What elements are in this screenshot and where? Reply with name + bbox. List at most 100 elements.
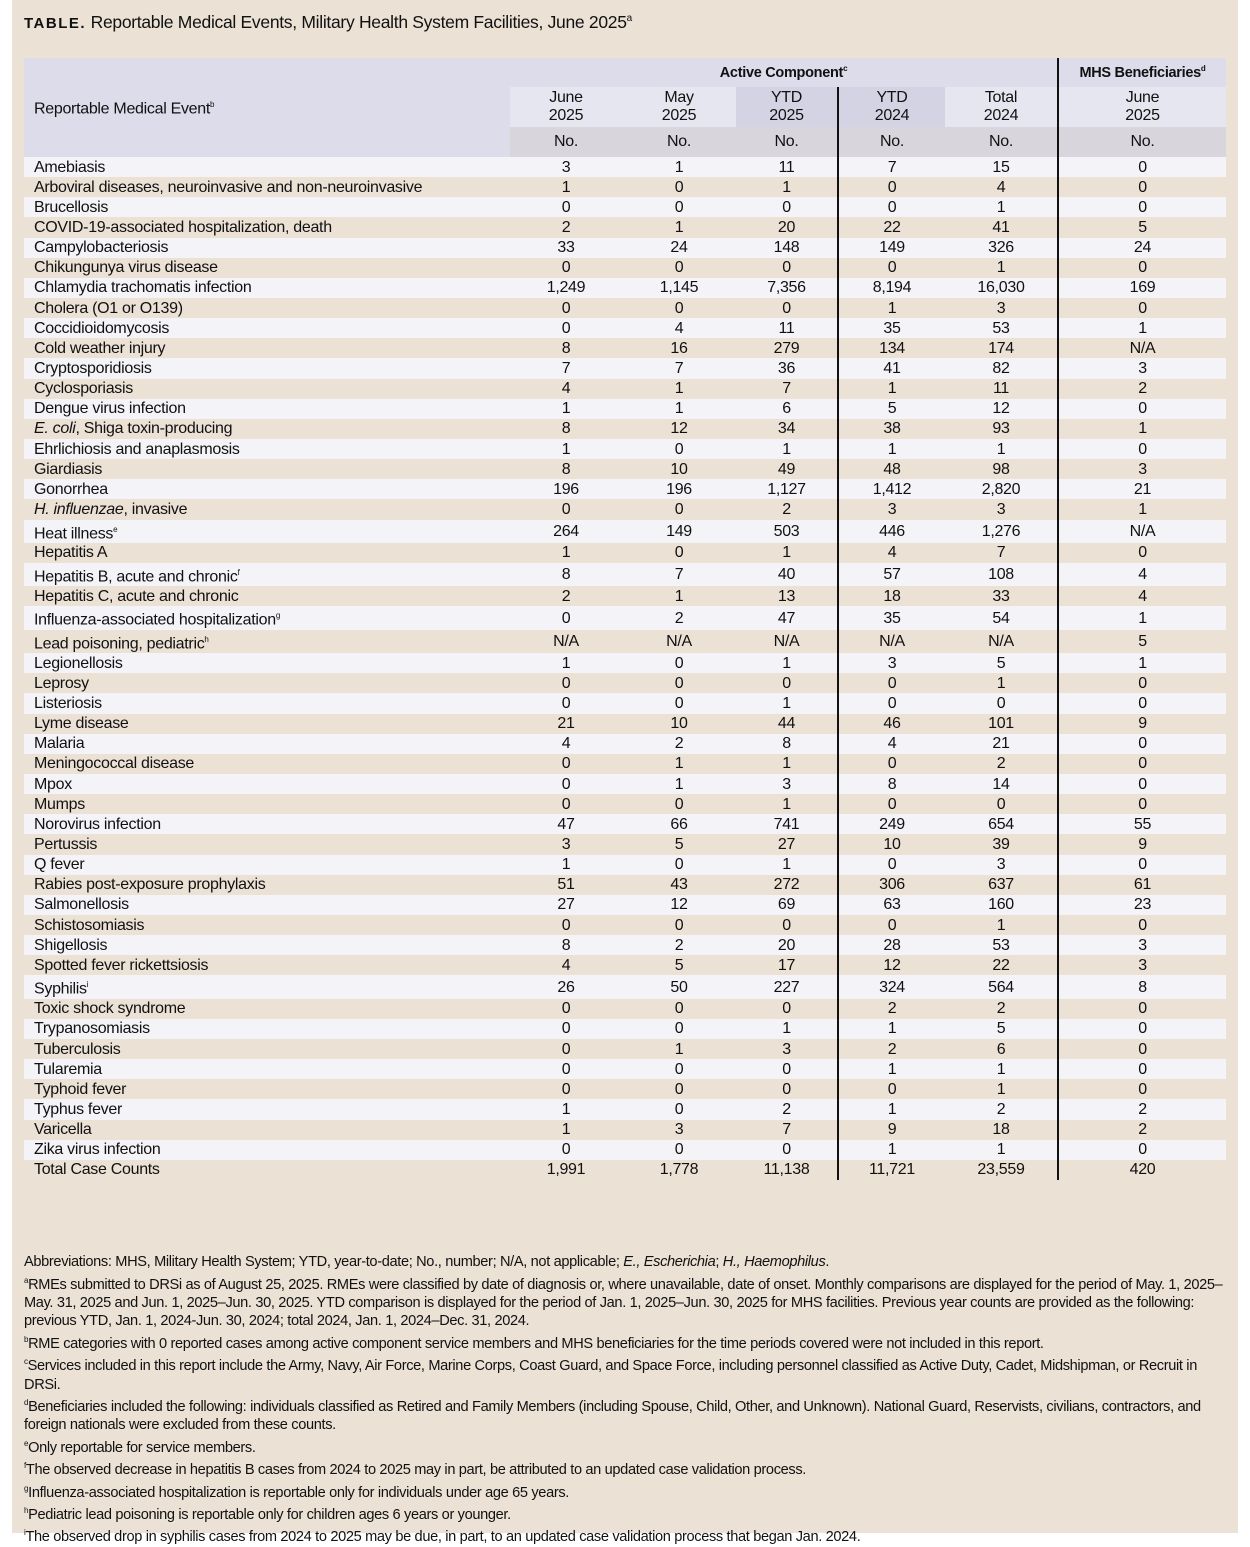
count-cell: 55: [1057, 814, 1226, 835]
count-cell: 196: [510, 479, 622, 500]
col-may-2025: May 2025: [622, 87, 736, 127]
table-row: Cholera (O1 or O139) 0 0 0 1 3 0: [24, 297, 1226, 319]
count-cell: 20: [736, 217, 838, 238]
table-row: Spotted fever rickettsiosis 4 5 17 12 22 3: [24, 955, 1226, 976]
unit-row: No. No. No. No. No. No.: [24, 127, 1226, 157]
count-cell: 9: [1057, 713, 1226, 734]
count-cell: 22: [945, 955, 1058, 976]
document-page: TABLE. Reportable Medical Events, Milita…: [12, 0, 1238, 1545]
count-cell: 0: [622, 197, 736, 218]
event-name: Cryptosporidiosis: [24, 358, 510, 379]
footnote-ref: f: [237, 568, 240, 577]
table-row: Q fever 1 0 1 0 3 0: [24, 854, 1226, 875]
count-cell: 39: [945, 834, 1058, 855]
count-cell: 38: [837, 418, 945, 439]
table-row: Heat illnesse 264 149 503 446 1,276 N/A: [24, 519, 1226, 543]
count-cell: 0: [510, 1059, 622, 1080]
count-cell: 1: [945, 1059, 1058, 1080]
count-cell: 47: [736, 606, 838, 630]
count-cell: 1: [945, 197, 1058, 218]
event-name: Heat illnesse: [24, 519, 510, 543]
count-cell: 12: [945, 398, 1058, 419]
table-row: Tuberculosis 0 1 3 2 6 0: [24, 1038, 1226, 1060]
count-cell: 0: [510, 753, 622, 774]
count-cell: 0: [510, 794, 622, 815]
event-name: Typhoid fever: [24, 1079, 510, 1100]
count-cell: 2: [622, 606, 736, 630]
column-header-row: Reportable Medical Eventb June 2025 May 20…: [24, 87, 1226, 127]
count-cell: 0: [1057, 1018, 1226, 1039]
count-cell: 0: [622, 257, 736, 278]
count-cell: 8: [510, 418, 622, 439]
count-cell: 1: [622, 753, 736, 774]
footnote: bRME categories with 0 reported cases am…: [24, 1334, 1044, 1352]
col-mhs-june-2025: June 2025: [1057, 87, 1226, 127]
count-cell: 0: [510, 998, 622, 1019]
count-cell: 0: [1057, 438, 1226, 460]
count-cell: 41: [837, 358, 945, 379]
count-cell: 4: [510, 955, 622, 976]
count-cell: 0: [837, 914, 945, 936]
count-cell: 0: [1057, 794, 1226, 815]
table-row: H. influenzae, invasive 0 0 2 3 3 1: [24, 499, 1226, 520]
count-cell: 0: [622, 1079, 736, 1100]
event-name: Toxic shock syndrome: [24, 998, 510, 1019]
table-row: Toxic shock syndrome 0 0 0 2 2 0: [24, 998, 1226, 1019]
footnotes: Abbreviations: MHS, Military Health Syst…: [24, 1253, 1229, 1547]
count-cell: 48: [837, 459, 945, 480]
count-cell: 1,778: [622, 1159, 736, 1180]
count-cell: 0: [622, 177, 736, 198]
count-cell: 0: [622, 854, 736, 875]
footnote-marker: h: [24, 1506, 29, 1516]
count-cell: 148: [736, 237, 838, 258]
count-cell: 1: [736, 177, 838, 198]
count-cell: 0: [1057, 733, 1226, 754]
count-cell: 1: [1057, 499, 1226, 520]
footnote: Abbreviations: MHS, Military Health Syst…: [24, 1254, 830, 1270]
count-cell: 0: [837, 673, 945, 694]
table-row: Lead poisoning, pediatrich N/A N/A N/A N/A N/…: [24, 629, 1226, 654]
unit-label: No.: [622, 127, 736, 157]
table-row: COVID-19-associated hospitalization, dea…: [24, 217, 1226, 238]
count-cell: 264: [510, 519, 622, 543]
count-cell: 54: [945, 606, 1058, 630]
count-cell: 27: [736, 834, 838, 855]
count-cell: 0: [736, 1139, 838, 1160]
table-row: Syphilisi 26 50 227 324 564 8: [24, 975, 1226, 999]
event-name: Pertussis: [24, 834, 510, 855]
count-cell: 0: [1057, 542, 1226, 563]
count-cell: 3: [837, 653, 945, 674]
count-cell: 1: [736, 693, 838, 714]
count-cell: 24: [622, 237, 736, 258]
count-cell: 1,249: [510, 277, 622, 298]
count-cell: 134: [837, 338, 945, 359]
count-cell: 0: [1057, 693, 1226, 714]
count-cell: 637: [945, 874, 1058, 895]
count-cell: 50: [622, 975, 736, 999]
table-row: Gonorrhea 196 196 1,127 1,412 2,820 21: [24, 479, 1226, 500]
count-cell: 1: [622, 1038, 736, 1060]
count-cell: 1: [945, 1139, 1058, 1160]
event-name: Spotted fever rickettsiosis: [24, 955, 510, 976]
count-cell: 0: [510, 318, 622, 339]
count-cell: 1: [1057, 318, 1226, 339]
count-cell: 3: [945, 854, 1058, 875]
table-row: Typhoid fever 0 0 0 0 1 0: [24, 1079, 1226, 1100]
count-cell: 3: [1057, 935, 1226, 956]
count-cell: 149: [622, 519, 736, 543]
count-cell: 279: [736, 338, 838, 359]
count-cell: 1: [510, 854, 622, 875]
group-active-component: Active Componentc: [719, 64, 848, 81]
count-cell: 2: [837, 998, 945, 1019]
table-row: Trypanosomiasis 0 0 1 1 5 0: [24, 1018, 1226, 1039]
count-cell: 24: [1057, 237, 1226, 258]
footnote-marker: g: [24, 1483, 29, 1493]
count-cell: 93: [945, 418, 1058, 439]
count-cell: 0: [510, 1038, 622, 1060]
count-cell: 3: [1057, 459, 1226, 480]
table-title-text: Reportable Medical Events, Military Heal…: [90, 12, 627, 32]
count-cell: 43: [622, 874, 736, 895]
count-cell: 3: [736, 1038, 838, 1060]
unit-label: No.: [837, 127, 945, 157]
event-name: Lead poisoning, pediatrich: [24, 629, 510, 654]
